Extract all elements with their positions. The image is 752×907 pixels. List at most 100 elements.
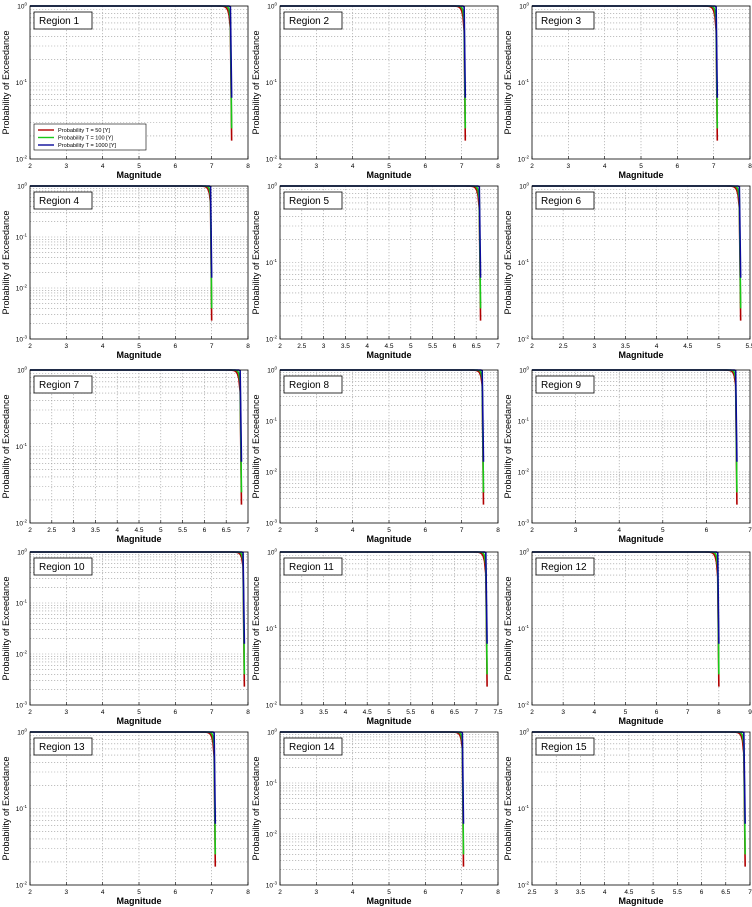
region-label-box bbox=[535, 11, 595, 30]
x-tick-label: 4 bbox=[101, 709, 105, 716]
y-tick-label: 10-2 bbox=[518, 155, 530, 164]
x-tick-label: 2 bbox=[28, 163, 32, 170]
region-label-box bbox=[33, 737, 93, 756]
chart-panel-2: 2 3 4 5 6 7 8 10-2 10-1 100 Magnitude Probability o… bbox=[250, 0, 500, 181]
chart-panel-4: 2 3 4 5 6 7 8 10-3 10-2 10-1 100 Magnitude Probabili… bbox=[0, 180, 250, 361]
y-tick-label: 10-1 bbox=[16, 442, 28, 451]
region-label-box bbox=[283, 11, 343, 30]
y-tick-label: 10-1 bbox=[266, 78, 278, 87]
region-title: Region 4 bbox=[39, 196, 79, 207]
region-title: Region 15 bbox=[541, 742, 587, 753]
x-tick-label: 2 bbox=[28, 343, 32, 350]
x-tick-label: 6.5 bbox=[472, 343, 481, 350]
x-tick-label: 9 bbox=[748, 709, 752, 716]
region-label-box bbox=[33, 191, 93, 210]
y-axis-label: Probability of Exceedance bbox=[1, 394, 11, 498]
y-axis-label: Probability of Exceedance bbox=[251, 756, 261, 860]
x-tick-label: 7 bbox=[210, 709, 214, 716]
x-tick-label: 4 bbox=[351, 889, 355, 896]
x-tick-label: 2 bbox=[28, 527, 32, 534]
region-label-box bbox=[283, 737, 343, 756]
y-axis-label: Probability of Exceedance bbox=[503, 756, 513, 860]
y-tick-label: 10-3 bbox=[266, 881, 278, 890]
x-tick-label: 3.5 bbox=[576, 889, 585, 896]
region-label-box bbox=[283, 375, 343, 394]
x-tick-label: 3 bbox=[65, 889, 69, 896]
x-tick-label: 6.5 bbox=[721, 889, 730, 896]
x-tick-label: 5.5 bbox=[178, 527, 187, 534]
x-tick-label: 7 bbox=[210, 163, 214, 170]
y-axis-label: Probability of Exceedance bbox=[251, 30, 261, 134]
x-tick-label: 6 bbox=[676, 163, 680, 170]
y-tick-label: 100 bbox=[519, 366, 529, 375]
x-axis-label: Magnitude bbox=[367, 350, 412, 360]
x-tick-label: 5 bbox=[137, 889, 141, 896]
x-tick-label: 5 bbox=[387, 889, 391, 896]
x-tick-label: 6 bbox=[203, 527, 207, 534]
x-tick-label: 8 bbox=[496, 889, 500, 896]
x-tick-label: 5.5 bbox=[406, 709, 415, 716]
y-tick-label: 10-2 bbox=[266, 701, 278, 710]
x-tick-label: 3 bbox=[315, 889, 319, 896]
chart-panel-8: 2 3 4 5 6 7 8 10-3 10-2 10-1 100 Magnitude Probabili… bbox=[250, 364, 500, 545]
y-tick-label: 10-1 bbox=[266, 779, 278, 788]
x-tick-label: 6 bbox=[174, 163, 178, 170]
x-tick-label: 7 bbox=[210, 343, 214, 350]
y-tick-label: 10-1 bbox=[16, 804, 28, 813]
x-axis-label: Magnitude bbox=[619, 534, 664, 544]
chart-svg-5: 2 2.5 3 3.5 4 4.5 5 5.5 6 6.5 7 10-2 10-1 100 Magnitud… bbox=[251, 182, 500, 361]
x-tick-label: 5 bbox=[651, 889, 655, 896]
y-tick-label: 10-1 bbox=[16, 599, 28, 608]
chart-svg-6: 2 2.5 3 3.5 4 4.5 5 5.5 10-2 10-1 100 Magnitude Prob… bbox=[503, 182, 752, 361]
y-tick-label: 100 bbox=[17, 2, 27, 11]
x-tick-label: 4.5 bbox=[134, 527, 143, 534]
x-tick-label: 7 bbox=[748, 527, 752, 534]
x-tick-label: 2.5 bbox=[559, 343, 568, 350]
x-tick-label: 7 bbox=[748, 889, 752, 896]
x-axis-label: Magnitude bbox=[367, 896, 412, 906]
x-tick-label: 3 bbox=[574, 527, 578, 534]
x-tick-label: 4 bbox=[101, 343, 105, 350]
x-tick-label: 5 bbox=[661, 527, 665, 534]
y-tick-label: 10-3 bbox=[16, 335, 28, 344]
x-tick-label: 6.5 bbox=[450, 709, 459, 716]
y-tick-label: 100 bbox=[17, 182, 27, 191]
region-label-box bbox=[33, 557, 93, 576]
x-tick-label: 4 bbox=[115, 527, 119, 534]
x-tick-label: 3 bbox=[65, 163, 69, 170]
x-tick-label: 8 bbox=[246, 889, 250, 896]
region-title: Region 1 bbox=[39, 16, 79, 27]
x-tick-label: 3.5 bbox=[341, 343, 350, 350]
y-tick-label: 100 bbox=[17, 728, 27, 737]
x-tick-label: 6 bbox=[424, 527, 428, 534]
x-tick-label: 4.5 bbox=[384, 343, 393, 350]
x-axis-label: Magnitude bbox=[117, 896, 162, 906]
region-label-box bbox=[33, 11, 93, 30]
region-label-box bbox=[33, 375, 93, 394]
x-tick-label: 7 bbox=[712, 163, 716, 170]
y-tick-label: 10-2 bbox=[16, 155, 28, 164]
x-tick-label: 3 bbox=[322, 343, 326, 350]
x-tick-label: 7 bbox=[460, 889, 464, 896]
x-tick-label: 4.5 bbox=[363, 709, 372, 716]
y-tick-label: 10-1 bbox=[266, 624, 278, 633]
x-axis-label: Magnitude bbox=[367, 716, 412, 726]
y-tick-label: 10-1 bbox=[518, 804, 530, 813]
x-axis-label: Magnitude bbox=[619, 716, 664, 726]
x-tick-label: 4 bbox=[101, 889, 105, 896]
x-axis-label: Magnitude bbox=[619, 896, 664, 906]
chart-panel-12: 2 3 4 5 6 7 8 9 10-2 10-1 100 Magnitude Probability … bbox=[502, 546, 752, 727]
axes-frame bbox=[531, 731, 751, 886]
y-tick-label: 10-3 bbox=[266, 519, 278, 528]
x-tick-label: 3.5 bbox=[319, 709, 328, 716]
x-tick-label: 2.5 bbox=[47, 527, 56, 534]
chart-panel-6: 2 2.5 3 3.5 4 4.5 5 5.5 10-2 10-1 100 Magnitude Prob… bbox=[502, 180, 752, 361]
x-tick-label: 5 bbox=[624, 709, 628, 716]
x-tick-label: 5.5 bbox=[673, 889, 682, 896]
y-tick-label: 10-2 bbox=[16, 650, 28, 659]
region-title: Region 5 bbox=[289, 196, 329, 207]
region-title: Region 12 bbox=[541, 562, 587, 573]
axes-frame bbox=[531, 369, 751, 524]
legend-entry: Probability T = 50 [Y] bbox=[58, 128, 110, 134]
x-tick-label: 3 bbox=[561, 709, 565, 716]
